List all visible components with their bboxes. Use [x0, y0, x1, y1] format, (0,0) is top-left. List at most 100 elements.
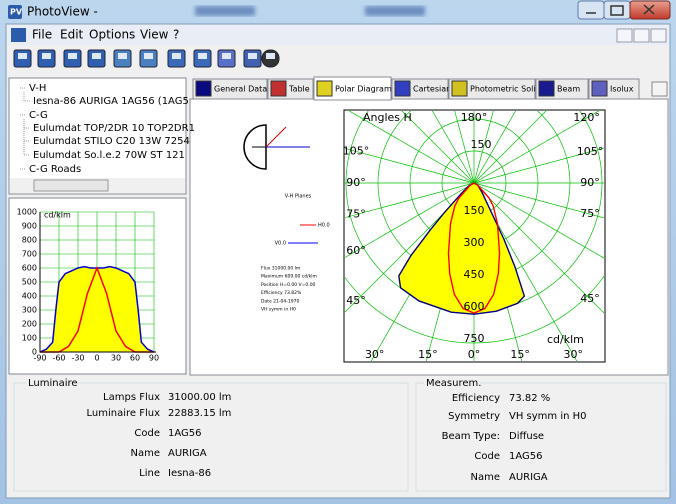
tab-label[interactable]: Polar Diagram	[335, 85, 392, 94]
mdi-restore[interactable]	[633, 28, 650, 43]
toolbar-glyph	[266, 53, 275, 59]
grid-ray	[345, 182, 475, 258]
blurred-title	[365, 6, 425, 16]
tree-item[interactable]: Iesna-86 AURIGA 1AG56 (1AG5	[33, 96, 189, 107]
field-label: Code	[474, 451, 500, 462]
tab-label[interactable]: Cartesian	[413, 85, 451, 94]
y-tick-label: 800	[22, 236, 37, 245]
tab-icon	[538, 80, 555, 97]
tree-panel	[8, 77, 187, 195]
y-tick-label: 700	[22, 250, 37, 259]
grid-ray	[473, 182, 604, 314]
legend-info: Efficiency 73.82%	[261, 290, 302, 296]
mdi-buttons	[616, 28, 667, 43]
tree-item[interactable]: Eulumdat STILO C20 13W 7254	[33, 136, 190, 147]
tab-label[interactable]: General Data	[214, 85, 267, 94]
tree-item[interactable]: Eulumdat So.l.e.2 70W ST 121	[33, 150, 185, 161]
polar-curve	[447, 182, 501, 314]
tab-label[interactable]: Table	[288, 85, 310, 94]
angle-label: 15°	[418, 348, 438, 361]
grid-ray	[345, 148, 475, 184]
legend-icon	[265, 126, 287, 148]
grid-ray	[473, 147, 604, 184]
line	[40, 265, 154, 353]
angle-label: 75°	[346, 208, 366, 221]
mdi-minimize[interactable]	[616, 28, 633, 43]
grid-ray	[473, 111, 516, 184]
tree-item[interactable]: Eulumdat TOP/2DR 10 TOP2DR1	[33, 123, 195, 134]
tab-label[interactable]: Isolux	[610, 85, 634, 94]
toolbar-glyph	[18, 53, 27, 59]
r-tick-label: 450	[464, 268, 485, 281]
tree-item[interactable]: C-G Roads	[29, 164, 81, 175]
angle-label: 30°	[564, 348, 584, 361]
mdi-close[interactable]	[650, 28, 667, 43]
field-value: Diffuse	[509, 431, 544, 442]
angle-label: 0°	[468, 348, 481, 361]
tab[interactable]	[313, 76, 392, 101]
menu-item[interactable]: Edit	[60, 28, 84, 42]
luminaire-group	[13, 382, 409, 492]
angle-label: 60°	[346, 244, 366, 257]
minimize-button[interactable]	[577, 0, 605, 20]
field-value: 31000.00 lm	[168, 392, 231, 403]
r-tick-label: 750	[464, 332, 485, 345]
tree-item[interactable]: V-H	[29, 83, 46, 94]
unit-label: cd/klm	[547, 333, 584, 346]
toolbar-glyph	[68, 53, 77, 59]
legend-icon	[243, 124, 267, 170]
y-tick-label: 200	[22, 320, 37, 329]
tab-icon	[195, 80, 212, 97]
menu-item[interactable]: Options	[89, 28, 135, 42]
menu-item[interactable]: ?	[173, 28, 179, 42]
tab-label[interactable]: Beam	[557, 85, 580, 94]
group-title-bg	[424, 377, 480, 389]
angle-label: 45°	[580, 292, 600, 305]
menu-item[interactable]: File	[32, 28, 52, 42]
maximize-button[interactable]	[603, 0, 631, 20]
grid-ray	[473, 111, 600, 184]
tree-item[interactable]: C-G	[29, 110, 48, 121]
toolbar-glyph	[92, 53, 101, 59]
y-tick-label: 600	[22, 264, 37, 273]
y-tick-label: 500	[22, 278, 37, 287]
legend-info: Date 21-04-1970	[261, 298, 299, 304]
x-tick-label: -30	[71, 354, 84, 363]
toolbar-glyph	[42, 53, 51, 59]
window-title: PhotoView -	[27, 5, 98, 19]
tab-icon	[394, 80, 411, 97]
window-button-glyphs	[586, 4, 655, 16]
toolbar-glyph	[172, 53, 181, 59]
r-tick-label: 150	[471, 138, 492, 151]
x-tick-label: -60	[52, 354, 65, 363]
grid-ray	[401, 111, 475, 184]
polar-curve	[398, 182, 526, 315]
field-value: Iesna-86	[168, 468, 211, 479]
toolbar-glyph	[118, 53, 127, 59]
tab-scroll[interactable]	[651, 81, 668, 97]
tab-label[interactable]: Photometric Solid	[470, 85, 541, 94]
mdi-icon	[11, 28, 26, 42]
grid-ray	[348, 111, 475, 184]
menu-item[interactable]: View	[140, 28, 169, 42]
angle-label: 15°	[510, 348, 530, 361]
tree-lines	[20, 87, 30, 170]
field-label: Symmetry	[448, 411, 500, 422]
luminaire-title: Luminaire	[28, 378, 78, 389]
grid-ray	[473, 182, 604, 219]
tab[interactable]	[448, 78, 536, 100]
scroll-thumb[interactable]	[33, 179, 109, 192]
tab-icon	[316, 80, 333, 97]
app-icon-text: PV	[10, 8, 23, 17]
area	[40, 266, 154, 352]
blurred-title	[195, 6, 255, 16]
grid-ray	[473, 182, 604, 259]
angle-label: 45°	[346, 294, 366, 307]
y-tick-label: 400	[22, 292, 37, 301]
group-title-bg	[26, 377, 70, 389]
angle-label: 90°	[580, 176, 600, 189]
angle-label: 75°	[580, 207, 600, 220]
y-axis-label: cd/klm	[44, 211, 71, 220]
field-value: 73.82 %	[509, 393, 550, 404]
